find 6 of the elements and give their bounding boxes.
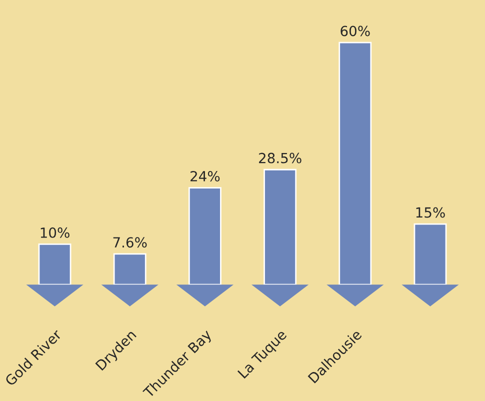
data-label: 24% [190, 170, 220, 182]
data-label: 60% [340, 26, 370, 36]
data-label: 28.5% [259, 152, 302, 164]
data-label: 10% [40, 227, 70, 238]
data-label: 15% [416, 207, 445, 218]
data-label: 7.6% [113, 237, 147, 248]
